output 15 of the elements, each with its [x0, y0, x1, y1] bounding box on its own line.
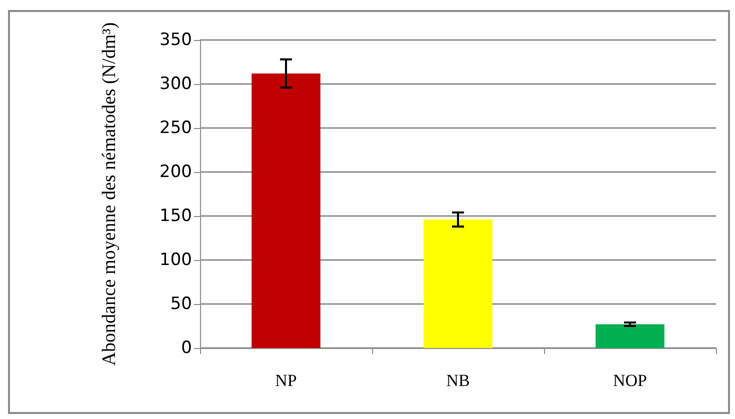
bar [252, 73, 320, 348]
x-tick-label: NB [446, 371, 470, 390]
y-tick-label: 350 [160, 30, 192, 50]
y-tick-label: 300 [160, 74, 192, 94]
bar [424, 220, 492, 348]
x-tick-label: NP [275, 371, 297, 390]
x-tick-label: NOP [612, 371, 648, 390]
y-tick-label: 50 [170, 294, 192, 314]
y-tick-label: 200 [160, 162, 192, 182]
bar [596, 324, 664, 348]
y-axis-title: Abondance moyenne des nématodes (N/dm³) [99, 22, 120, 366]
y-tick-label: 150 [160, 206, 192, 226]
y-tick-label: 100 [160, 250, 192, 270]
y-tick-label: 250 [160, 118, 192, 138]
y-tick-label: 0 [181, 338, 192, 358]
